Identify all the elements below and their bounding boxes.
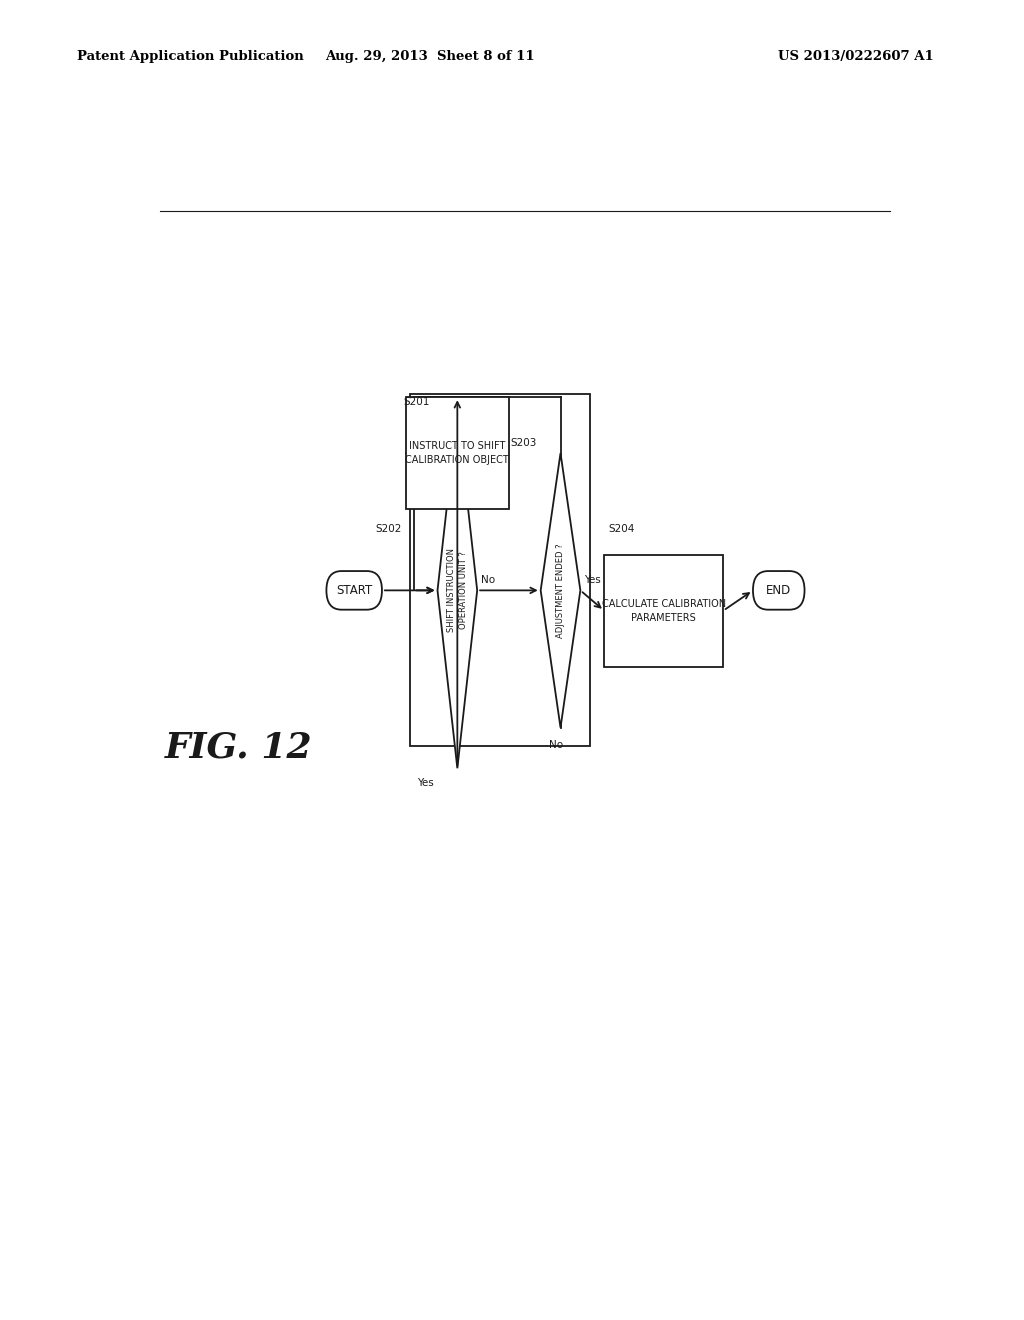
Text: S201: S201 [403, 397, 430, 408]
Bar [410, 395, 590, 746]
Text: ADJUSTMENT ENDED ?: ADJUSTMENT ENDED ? [556, 543, 565, 638]
Polygon shape [437, 412, 477, 768]
Text: S202: S202 [376, 524, 401, 535]
Text: Aug. 29, 2013  Sheet 8 of 11: Aug. 29, 2013 Sheet 8 of 11 [326, 50, 535, 63]
Bar [604, 554, 723, 667]
Text: FIG. 12: FIG. 12 [165, 731, 313, 764]
Text: Patent Application Publication: Patent Application Publication [77, 50, 303, 63]
Text: END: END [766, 583, 792, 597]
Text: SHIFT INSTRUCTION
OPERATION UNIT ?: SHIFT INSTRUCTION OPERATION UNIT ? [446, 548, 468, 632]
Text: S203: S203 [510, 438, 537, 447]
Text: US 2013/0222607 A1: US 2013/0222607 A1 [778, 50, 934, 63]
Text: INSTRUCT TO SHIFT
CALIBRATION OBJECT: INSTRUCT TO SHIFT CALIBRATION OBJECT [406, 441, 509, 465]
Text: S204: S204 [608, 524, 635, 535]
FancyBboxPatch shape [327, 572, 382, 610]
Text: Yes: Yes [585, 576, 601, 585]
Polygon shape [541, 453, 581, 727]
Text: No: No [550, 739, 563, 750]
Text: CALCULATE CALIBRATION
PARAMETERS: CALCULATE CALIBRATION PARAMETERS [602, 599, 726, 623]
Text: START: START [336, 583, 373, 597]
FancyBboxPatch shape [753, 572, 805, 610]
Bar [406, 397, 509, 510]
Text: Yes: Yes [417, 779, 433, 788]
Text: No: No [481, 576, 496, 585]
